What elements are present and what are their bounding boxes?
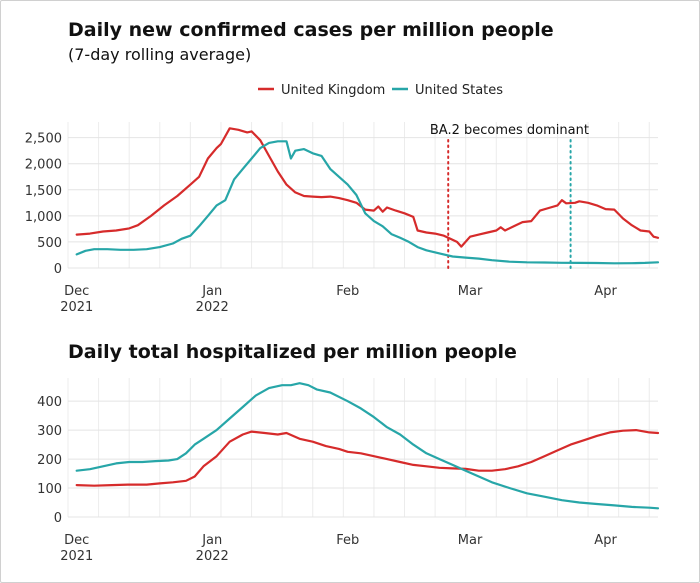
cases-ytick-label: 500 — [37, 236, 62, 251]
cases-xtick-label: Apr — [594, 284, 617, 299]
chart1-subtitle: (7-day rolling average) — [68, 45, 251, 64]
cases-ytick-label: 0 — [54, 262, 62, 277]
hosp-series-us — [75, 382, 660, 510]
cases-xtick-year: 2021 — [60, 300, 93, 315]
chart2-title: Daily total hospitalized per million peo… — [68, 341, 517, 363]
cases-ytick-label: 1,000 — [25, 210, 62, 225]
chart1-title: Daily new confirmed cases per million pe… — [68, 19, 554, 41]
hosp-ytick-label: 200 — [37, 453, 62, 468]
legend-label-uk: United Kingdom — [281, 83, 385, 98]
cases-ytick-label: 2,000 — [25, 158, 62, 173]
cases-ytick-label: 2,500 — [25, 132, 62, 147]
hosp-xtick-label: Mar — [458, 533, 483, 548]
hosp-ytick-label: 0 — [54, 511, 62, 526]
legend: United Kingdom United States — [258, 83, 503, 98]
cases-ytick-label: 1,500 — [25, 184, 62, 199]
cases-xtick-label: Jan — [201, 284, 222, 299]
hosp-xtick-label: Apr — [594, 533, 617, 548]
hosp-xtick-label: Jan — [201, 533, 222, 548]
hosp-xtick-year: 2021 — [60, 549, 93, 564]
hosp-xtick-label: Feb — [336, 533, 359, 548]
legend-label-us: United States — [415, 83, 503, 98]
cases-annotation: BA.2 becomes dominant — [430, 123, 589, 138]
cases-xtick-label: Feb — [336, 284, 359, 299]
hosp-series-uk — [75, 429, 660, 487]
cases-series-us — [75, 140, 660, 265]
cases-series-uk — [75, 127, 660, 248]
cases-xtick-year: 2022 — [196, 300, 229, 315]
hosp-xtick-year: 2022 — [196, 549, 229, 564]
hosp-ytick-label: 400 — [37, 395, 62, 410]
hosp-ytick-label: 100 — [37, 482, 62, 497]
cases-xtick-label: Dec — [64, 284, 89, 299]
cases-xtick-label: Mar — [458, 284, 483, 299]
hosp-xtick-label: Dec — [64, 533, 89, 548]
hosp-ytick-label: 300 — [37, 424, 62, 439]
